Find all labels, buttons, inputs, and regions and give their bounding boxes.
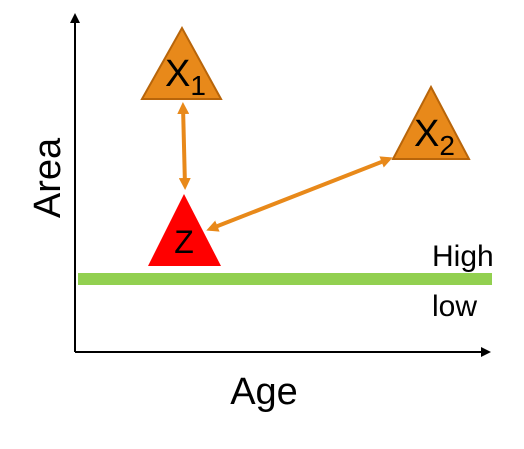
node-z-label: Z xyxy=(174,224,194,260)
node-z-triangle xyxy=(148,194,221,266)
node-z: Z xyxy=(148,194,221,266)
node-x1-subscript: 1 xyxy=(190,70,206,101)
arrow-x2-z xyxy=(206,156,393,232)
node-x2-subscript: 2 xyxy=(439,130,455,161)
threshold-high-label: High xyxy=(432,240,494,273)
threshold-line xyxy=(78,273,492,285)
x-axis-label: Age xyxy=(230,371,298,413)
node-x1: X1 xyxy=(140,25,223,101)
node-x2: X2 xyxy=(391,84,471,161)
node-x2-triangle xyxy=(391,84,471,160)
node-x1-triangle xyxy=(140,25,223,100)
threshold-low-label: low xyxy=(432,290,477,323)
y-axis-label: Area xyxy=(27,137,69,218)
arrow-x1-z xyxy=(177,102,191,190)
node-x1-label: X1 xyxy=(165,53,206,101)
node-x2-label: X2 xyxy=(414,113,455,161)
